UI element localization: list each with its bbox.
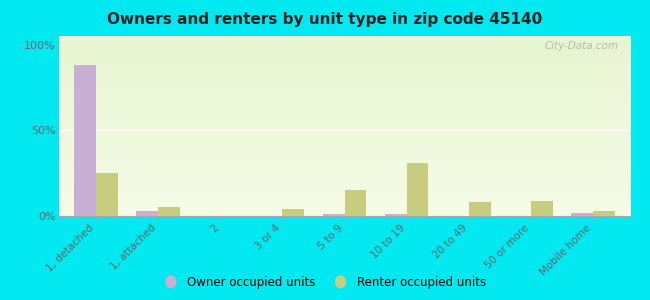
Legend: Owner occupied units, Renter occupied units: Owner occupied units, Renter occupied un…: [159, 272, 491, 294]
Text: City-Data.com: City-Data.com: [545, 41, 619, 51]
Bar: [385, 214, 407, 216]
Bar: [344, 190, 366, 216]
Bar: [323, 214, 345, 216]
Text: Owners and renters by unit type in zip code 45140: Owners and renters by unit type in zip c…: [107, 12, 543, 27]
Bar: [282, 209, 304, 216]
Bar: [469, 202, 491, 216]
Bar: [593, 211, 615, 216]
Bar: [531, 201, 552, 216]
Bar: [571, 213, 593, 216]
Bar: [407, 163, 428, 216]
Bar: [158, 207, 180, 216]
Bar: [74, 65, 96, 216]
Bar: [96, 173, 118, 216]
Bar: [136, 211, 158, 216]
